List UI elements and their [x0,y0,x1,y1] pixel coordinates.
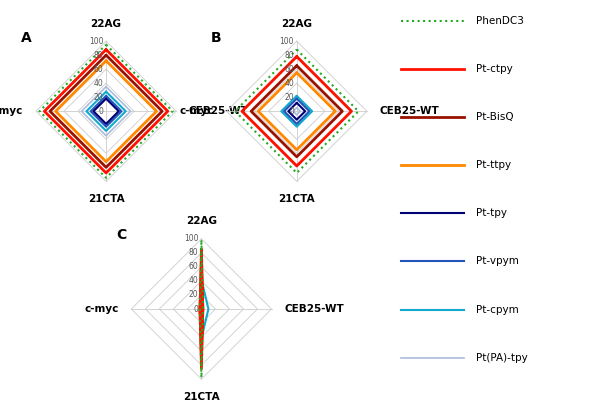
Text: 40: 40 [93,79,103,88]
Text: Pt-tpy: Pt-tpy [476,208,507,218]
Text: 40: 40 [284,79,294,88]
Text: 80: 80 [189,248,199,258]
Text: C: C [116,228,126,242]
Text: CEB25-WT: CEB25-WT [379,106,439,116]
Text: 60: 60 [284,65,294,74]
Text: Pt-ttpy: Pt-ttpy [476,160,511,170]
Text: 100: 100 [184,234,199,243]
Text: 20: 20 [284,93,294,102]
Text: 21CTA: 21CTA [88,194,124,204]
Text: 80: 80 [284,51,294,60]
Text: A: A [20,30,31,44]
Text: 100: 100 [89,37,103,46]
Text: 0: 0 [194,304,199,314]
Text: c-myc: c-myc [0,106,23,116]
Text: Pt-ctpy: Pt-ctpy [476,64,513,74]
Text: CEB25-WT: CEB25-WT [284,304,344,314]
Text: Pt-vpym: Pt-vpym [476,256,519,267]
Text: 20: 20 [93,93,103,102]
Text: PhenDC3: PhenDC3 [476,16,524,26]
Text: 0: 0 [289,107,294,116]
Text: 60: 60 [93,65,103,74]
Text: 80: 80 [93,51,103,60]
Text: c-myc: c-myc [84,304,119,314]
Text: 22AG: 22AG [281,19,312,28]
Text: 22AG: 22AG [90,19,122,28]
Text: 21CTA: 21CTA [279,194,315,204]
Text: 0: 0 [98,107,103,116]
Text: 60: 60 [189,262,199,272]
Text: c-myc: c-myc [180,106,214,116]
Text: 21CTA: 21CTA [183,392,220,402]
Text: Pt-cpym: Pt-cpym [476,304,519,314]
Text: 20: 20 [189,290,199,300]
Text: 100: 100 [279,37,294,46]
Text: Pt(PA)-tpy: Pt(PA)-tpy [476,353,528,363]
Text: 22AG: 22AG [186,216,217,226]
Text: CEB25-WT: CEB25-WT [189,106,248,116]
Text: B: B [211,30,222,44]
Text: Pt-BisQ: Pt-BisQ [476,112,514,122]
Text: 40: 40 [189,276,199,286]
